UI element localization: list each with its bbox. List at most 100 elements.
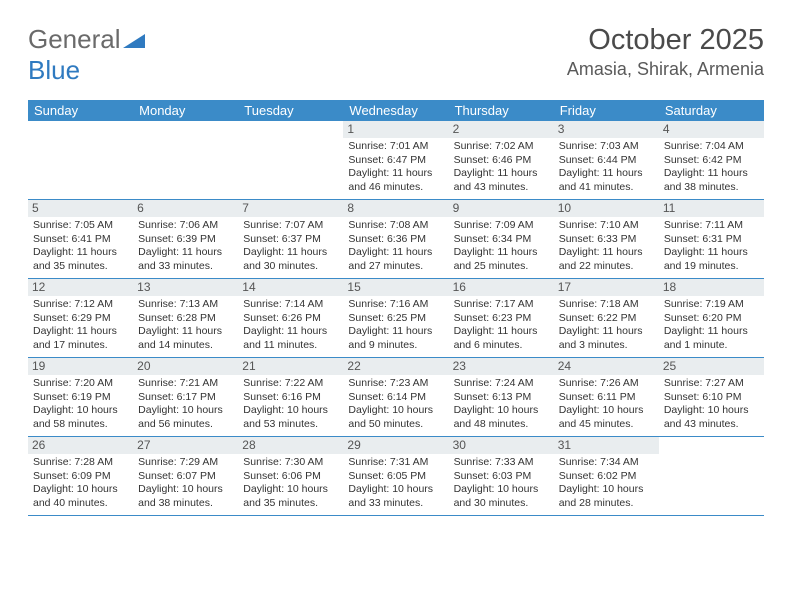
week-row: 1Sunrise: 7:01 AMSunset: 6:47 PMDaylight… bbox=[28, 121, 764, 200]
sunrise-text: Sunrise: 7:03 AM bbox=[559, 140, 655, 153]
day-number: 28 bbox=[238, 437, 343, 454]
calendar-cell: 16Sunrise: 7:17 AMSunset: 6:23 PMDayligh… bbox=[449, 279, 554, 357]
day-header-row: SundayMondayTuesdayWednesdayThursdayFrid… bbox=[28, 100, 764, 121]
sunset-text: Sunset: 6:22 PM bbox=[559, 312, 655, 325]
calendar-cell: 18Sunrise: 7:19 AMSunset: 6:20 PMDayligh… bbox=[659, 279, 764, 357]
calendar-cell: 8Sunrise: 7:08 AMSunset: 6:36 PMDaylight… bbox=[343, 200, 448, 278]
daylight-text: Daylight: 10 hours and 48 minutes. bbox=[454, 404, 550, 431]
logo-part2: Blue bbox=[28, 55, 80, 85]
daylight-text: Daylight: 11 hours and 35 minutes. bbox=[33, 246, 129, 273]
sunrise-text: Sunrise: 7:21 AM bbox=[138, 377, 234, 390]
calendar-cell: 23Sunrise: 7:24 AMSunset: 6:13 PMDayligh… bbox=[449, 358, 554, 436]
sunrise-text: Sunrise: 7:13 AM bbox=[138, 298, 234, 311]
day-number: 31 bbox=[554, 437, 659, 454]
sunrise-text: Sunrise: 7:07 AM bbox=[243, 219, 339, 232]
sunset-text: Sunset: 6:14 PM bbox=[348, 391, 444, 404]
daylight-text: Daylight: 11 hours and 30 minutes. bbox=[243, 246, 339, 273]
sunrise-text: Sunrise: 7:28 AM bbox=[33, 456, 129, 469]
calendar-cell: 14Sunrise: 7:14 AMSunset: 6:26 PMDayligh… bbox=[238, 279, 343, 357]
sunset-text: Sunset: 6:10 PM bbox=[664, 391, 760, 404]
day-header: Saturday bbox=[659, 100, 764, 121]
daylight-text: Daylight: 11 hours and 6 minutes. bbox=[454, 325, 550, 352]
day-number: 15 bbox=[343, 279, 448, 296]
calendar-cell: 28Sunrise: 7:30 AMSunset: 6:06 PMDayligh… bbox=[238, 437, 343, 515]
day-number: 1 bbox=[343, 121, 448, 138]
sunrise-text: Sunrise: 7:20 AM bbox=[33, 377, 129, 390]
sunrise-text: Sunrise: 7:12 AM bbox=[33, 298, 129, 311]
week-row: 12Sunrise: 7:12 AMSunset: 6:29 PMDayligh… bbox=[28, 279, 764, 358]
sunrise-text: Sunrise: 7:14 AM bbox=[243, 298, 339, 311]
calendar-cell: 22Sunrise: 7:23 AMSunset: 6:14 PMDayligh… bbox=[343, 358, 448, 436]
daylight-text: Daylight: 11 hours and 3 minutes. bbox=[559, 325, 655, 352]
sunset-text: Sunset: 6:20 PM bbox=[664, 312, 760, 325]
daylight-text: Daylight: 11 hours and 14 minutes. bbox=[138, 325, 234, 352]
daylight-text: Daylight: 10 hours and 50 minutes. bbox=[348, 404, 444, 431]
daylight-text: Daylight: 11 hours and 19 minutes. bbox=[664, 246, 760, 273]
sunrise-text: Sunrise: 7:34 AM bbox=[559, 456, 655, 469]
sunset-text: Sunset: 6:02 PM bbox=[559, 470, 655, 483]
day-header: Thursday bbox=[449, 100, 554, 121]
sunrise-text: Sunrise: 7:01 AM bbox=[348, 140, 444, 153]
day-number: 13 bbox=[133, 279, 238, 296]
day-number: 5 bbox=[28, 200, 133, 217]
sunrise-text: Sunrise: 7:18 AM bbox=[559, 298, 655, 311]
daylight-text: Daylight: 10 hours and 56 minutes. bbox=[138, 404, 234, 431]
day-number: 19 bbox=[28, 358, 133, 375]
daylight-text: Daylight: 10 hours and 53 minutes. bbox=[243, 404, 339, 431]
sunrise-text: Sunrise: 7:08 AM bbox=[348, 219, 444, 232]
day-number: 2 bbox=[449, 121, 554, 138]
calendar-cell: 20 Sunrise: 7:21 AMSunset: 6:17 PMDayligh… bbox=[133, 358, 238, 436]
daylight-text: Daylight: 10 hours and 33 minutes. bbox=[348, 483, 444, 510]
daylight-text: Daylight: 11 hours and 1 minute. bbox=[664, 325, 760, 352]
sunset-text: Sunset: 6:17 PM bbox=[138, 391, 234, 404]
sunrise-text: Sunrise: 7:10 AM bbox=[559, 219, 655, 232]
sunset-text: Sunset: 6:44 PM bbox=[559, 154, 655, 167]
calendar-page: General Blue October 2025 Amasia, Shirak… bbox=[0, 0, 792, 528]
calendar-cell bbox=[28, 121, 133, 199]
header: General Blue October 2025 Amasia, Shirak… bbox=[28, 24, 764, 86]
day-number: 17 bbox=[554, 279, 659, 296]
sunset-text: Sunset: 6:13 PM bbox=[454, 391, 550, 404]
sunset-text: Sunset: 6:23 PM bbox=[454, 312, 550, 325]
sunrise-text: Sunrise: 7:16 AM bbox=[348, 298, 444, 311]
day-header: Sunday bbox=[28, 100, 133, 121]
logo-triangle-icon bbox=[123, 32, 145, 53]
daylight-text: Daylight: 11 hours and 9 minutes. bbox=[348, 325, 444, 352]
calendar-cell: 17 Sunrise: 7:18 AMSunset: 6:22 PMDayligh… bbox=[554, 279, 659, 357]
calendar-cell: 10Sunrise: 7:10 AMSunset: 6:33 PMDayligh… bbox=[554, 200, 659, 278]
calendar-cell: 1Sunrise: 7:01 AMSunset: 6:47 PMDaylight… bbox=[343, 121, 448, 199]
daylight-text: Daylight: 10 hours and 58 minutes. bbox=[33, 404, 129, 431]
day-number: 22 bbox=[343, 358, 448, 375]
day-number: 18 bbox=[659, 279, 764, 296]
day-header: Wednesday bbox=[343, 100, 448, 121]
day-number: 3 bbox=[554, 121, 659, 138]
calendar-cell: 7Sunrise: 7:07 AMSunset: 6:37 PMDaylight… bbox=[238, 200, 343, 278]
calendar-cell: 2Sunrise: 7:02 AMSunset: 6:46 PMDaylight… bbox=[449, 121, 554, 199]
calendar: SundayMondayTuesdayWednesdayThursdayFrid… bbox=[28, 100, 764, 516]
day-number: 20 bbox=[133, 358, 238, 375]
calendar-cell: 5Sunrise: 7:05 AMSunset: 6:41 PMDaylight… bbox=[28, 200, 133, 278]
sunset-text: Sunset: 6:26 PM bbox=[243, 312, 339, 325]
calendar-cell: 9Sunrise: 7:09 AMSunset: 6:34 PMDaylight… bbox=[449, 200, 554, 278]
daylight-text: Daylight: 10 hours and 43 minutes. bbox=[664, 404, 760, 431]
daylight-text: Daylight: 10 hours and 40 minutes. bbox=[33, 483, 129, 510]
week-row: 5Sunrise: 7:05 AMSunset: 6:41 PMDaylight… bbox=[28, 200, 764, 279]
calendar-cell: 12Sunrise: 7:12 AMSunset: 6:29 PMDayligh… bbox=[28, 279, 133, 357]
week-row: 19Sunrise: 7:20 AMSunset: 6:19 PMDayligh… bbox=[28, 358, 764, 437]
sunrise-text: Sunrise: 7:05 AM bbox=[33, 219, 129, 232]
calendar-cell: 31Sunrise: 7:34 AMSunset: 6:02 PMDayligh… bbox=[554, 437, 659, 515]
calendar-cell bbox=[238, 121, 343, 199]
sunset-text: Sunset: 6:03 PM bbox=[454, 470, 550, 483]
day-header: Tuesday bbox=[238, 100, 343, 121]
daylight-text: Daylight: 11 hours and 25 minutes. bbox=[454, 246, 550, 273]
daylight-text: Daylight: 10 hours and 45 minutes. bbox=[559, 404, 655, 431]
logo: General Blue bbox=[28, 24, 145, 86]
sunrise-text: Sunrise: 7:30 AM bbox=[243, 456, 339, 469]
calendar-cell: 29Sunrise: 7:31 AMSunset: 6:05 PMDayligh… bbox=[343, 437, 448, 515]
day-number: 26 bbox=[28, 437, 133, 454]
sunset-text: Sunset: 6:19 PM bbox=[33, 391, 129, 404]
sunrise-text: Sunrise: 7:26 AM bbox=[559, 377, 655, 390]
weeks-container: 1Sunrise: 7:01 AMSunset: 6:47 PMDaylight… bbox=[28, 121, 764, 516]
day-number: 25 bbox=[659, 358, 764, 375]
sunrise-text: Sunrise: 7:29 AM bbox=[138, 456, 234, 469]
